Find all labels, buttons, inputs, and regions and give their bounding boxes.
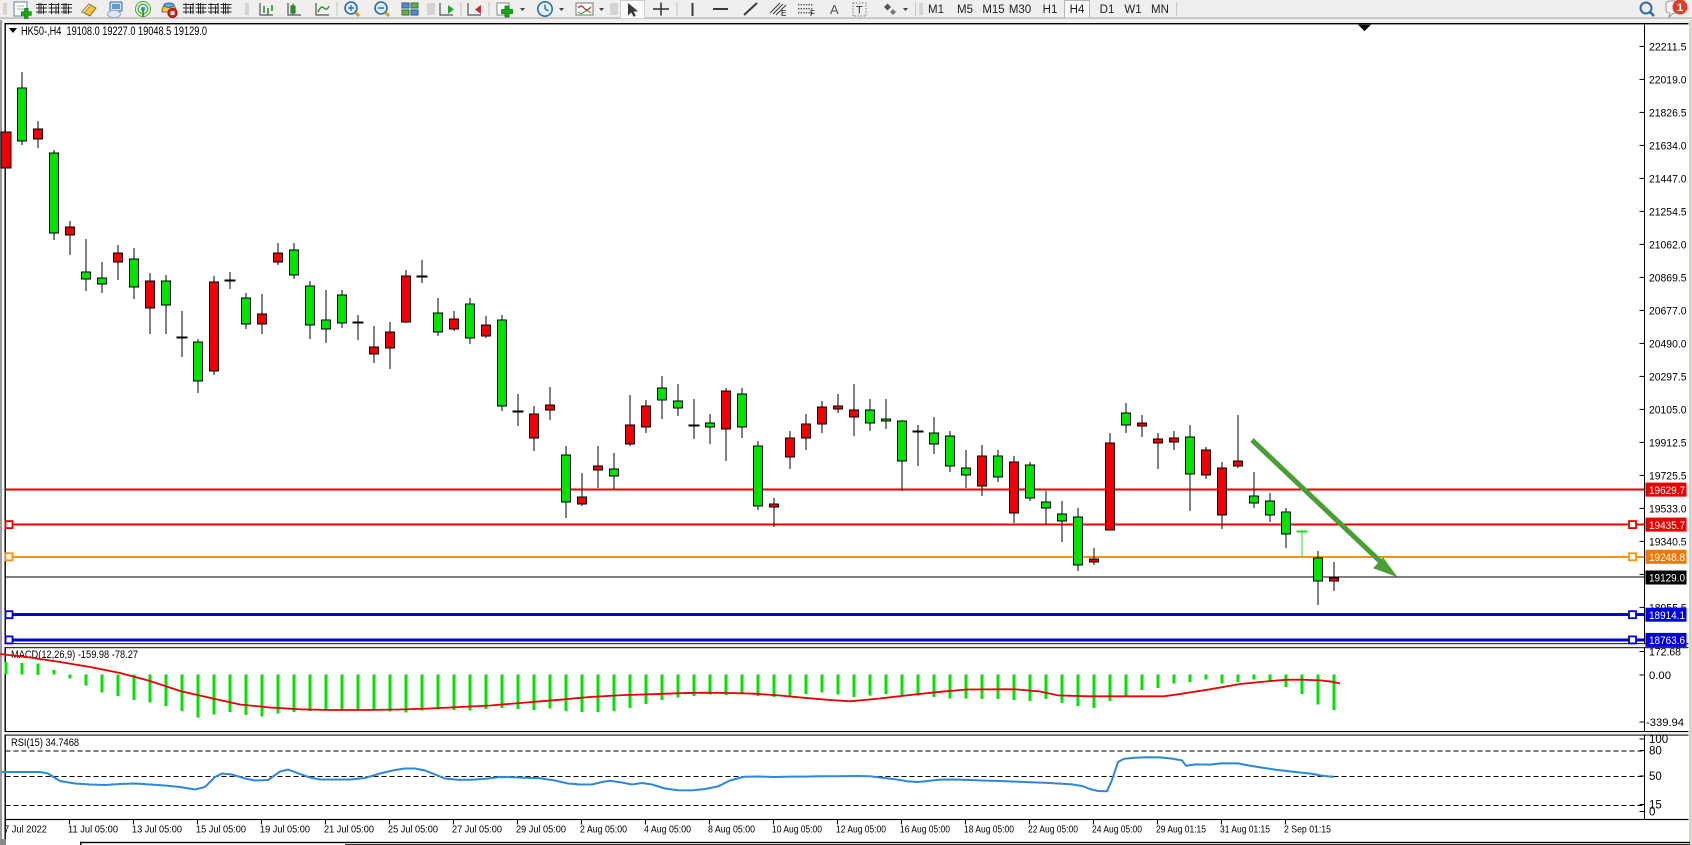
- svg-text:2 Sep 01:15: 2 Sep 01:15: [1284, 824, 1331, 836]
- svg-text:21447.0: 21447.0: [1649, 173, 1687, 185]
- svg-text:E: E: [781, 9, 786, 18]
- svg-text:21634.0: 21634.0: [1649, 140, 1687, 152]
- svg-text:29 Jul 05:00: 29 Jul 05:00: [516, 824, 566, 836]
- svg-text:19248.8: 19248.8: [1649, 552, 1685, 564]
- svg-text:19435.7: 19435.7: [1649, 520, 1685, 532]
- svg-text:22019.0: 22019.0: [1649, 74, 1687, 86]
- svg-text:19 Jul 05:00: 19 Jul 05:00: [260, 824, 310, 836]
- svg-text:RSI(15) 34.7468: RSI(15) 34.7468: [11, 737, 79, 749]
- svg-text:21254.5: 21254.5: [1649, 206, 1687, 218]
- svg-text:12 Aug 05:00: 12 Aug 05:00: [836, 824, 886, 836]
- svg-text:22211.5: 22211.5: [1649, 41, 1687, 53]
- svg-text:16 Aug 05:00: 16 Aug 05:00: [900, 824, 950, 836]
- svg-text:15 Jul 05:00: 15 Jul 05:00: [196, 824, 246, 836]
- svg-text:19533.0: 19533.0: [1649, 503, 1687, 515]
- svg-text:19912.5: 19912.5: [1649, 437, 1687, 449]
- svg-text:19129.0: 19129.0: [1649, 573, 1685, 585]
- svg-text:F: F: [810, 9, 815, 18]
- svg-text:21826.5: 21826.5: [1649, 107, 1687, 119]
- svg-text:25 Jul 05:00: 25 Jul 05:00: [388, 824, 438, 836]
- svg-text:T: T: [856, 5, 863, 17]
- svg-text:M1: M1: [928, 4, 944, 16]
- svg-text:HK50-,H4 19108.0 19227.0 1904: HK50-,H4 19108.0 19227.0 19048.5 19129.0: [21, 26, 207, 38]
- svg-text:21062.0: 21062.0: [1649, 239, 1687, 251]
- svg-text:8 Aug 05:00: 8 Aug 05:00: [708, 824, 755, 836]
- svg-text:1: 1: [1677, 2, 1683, 14]
- svg-text:80: 80: [1649, 746, 1662, 758]
- svg-text:0: 0: [1649, 807, 1655, 819]
- svg-text:27 Jul 05:00: 27 Jul 05:00: [452, 824, 502, 836]
- svg-text:19340.5: 19340.5: [1649, 536, 1687, 548]
- svg-text:20869.5: 20869.5: [1649, 272, 1687, 284]
- svg-text:0.00: 0.00: [1649, 670, 1671, 682]
- svg-text:H1: H1: [1043, 4, 1058, 16]
- svg-text:18763.6: 18763.6: [1649, 635, 1685, 647]
- svg-text:20490.0: 20490.0: [1649, 338, 1687, 350]
- svg-text:M5: M5: [957, 4, 973, 16]
- svg-text:A: A: [830, 2, 839, 17]
- svg-text:7 Jul 2022: 7 Jul 2022: [4, 824, 47, 836]
- svg-text:11 Jul 05:00: 11 Jul 05:00: [68, 824, 118, 836]
- svg-text:MACD(12,26,9) -159.98 -78.27: MACD(12,26,9) -159.98 -78.27: [11, 649, 138, 661]
- svg-text:172.68: 172.68: [1649, 647, 1681, 659]
- svg-text:20105.0: 20105.0: [1649, 404, 1687, 416]
- svg-text:13 Jul 05:00: 13 Jul 05:00: [132, 824, 182, 836]
- svg-text:24 Aug 05:00: 24 Aug 05:00: [1092, 824, 1142, 836]
- svg-text:-339.94: -339.94: [1646, 717, 1684, 729]
- svg-text:MN: MN: [1151, 4, 1169, 16]
- svg-text:18 Aug 05:00: 18 Aug 05:00: [964, 824, 1014, 836]
- svg-text:H4: H4: [1070, 4, 1085, 16]
- svg-text:50: 50: [1649, 771, 1662, 783]
- svg-text:18914.1: 18914.1: [1649, 610, 1685, 622]
- svg-text:M30: M30: [1009, 4, 1031, 16]
- svg-text:D1: D1: [1100, 4, 1115, 16]
- svg-text:2 Aug 05:00: 2 Aug 05:00: [580, 824, 627, 836]
- svg-text:20677.0: 20677.0: [1649, 305, 1687, 317]
- svg-text:100: 100: [1649, 734, 1668, 746]
- svg-text:10 Aug 05:00: 10 Aug 05:00: [772, 824, 822, 836]
- svg-text:W1: W1: [1124, 4, 1141, 16]
- svg-text:21 Jul 05:00: 21 Jul 05:00: [324, 824, 374, 836]
- svg-text:19629.7: 19629.7: [1649, 485, 1685, 497]
- svg-text:19725.5: 19725.5: [1649, 470, 1687, 482]
- svg-text:22 Aug 05:00: 22 Aug 05:00: [1028, 824, 1078, 836]
- svg-text:15: 15: [1649, 800, 1662, 812]
- svg-text:4 Aug 05:00: 4 Aug 05:00: [644, 824, 691, 836]
- svg-text:M15: M15: [982, 4, 1004, 16]
- svg-text:29 Aug 01:15: 29 Aug 01:15: [1156, 824, 1206, 836]
- svg-text:31 Aug 01:15: 31 Aug 01:15: [1220, 824, 1270, 836]
- svg-text:20297.5: 20297.5: [1649, 371, 1687, 383]
